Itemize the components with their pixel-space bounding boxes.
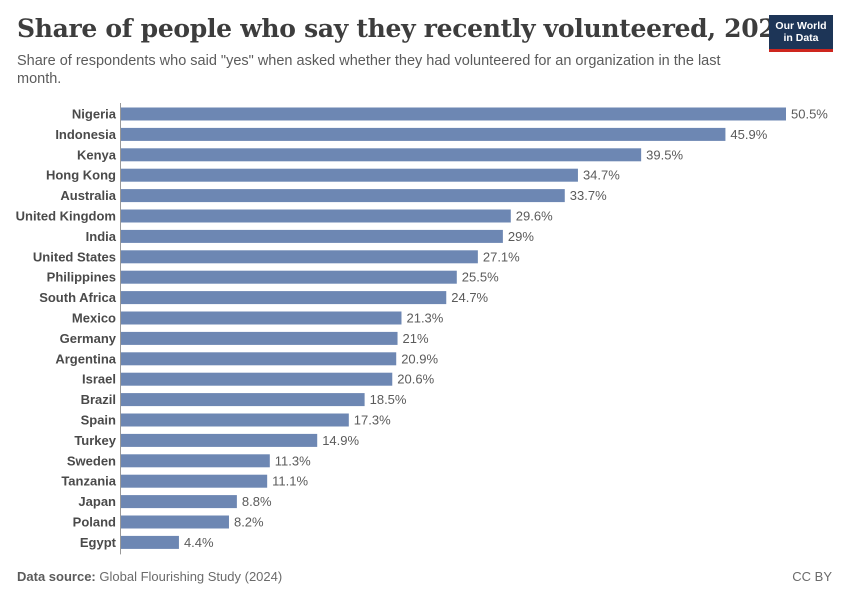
bar[interactable] [121, 433, 318, 447]
bar[interactable] [121, 352, 397, 366]
value-label: 39.5% [646, 147, 683, 162]
category-label: Japan [78, 494, 116, 509]
value-label: 8.8% [242, 494, 272, 509]
bar-chart: Nigeria 50.5% Indonesia 45.9% Kenya 39.5% Hong… [16, 103, 828, 555]
value-label: 8.2% [234, 515, 264, 530]
bar[interactable] [121, 515, 229, 529]
category-label: Spain [81, 413, 116, 428]
logo-line-2: in Data [783, 32, 819, 44]
bar[interactable] [121, 413, 349, 427]
bar[interactable] [121, 372, 393, 386]
bar[interactable] [121, 250, 478, 264]
bar[interactable] [121, 148, 642, 162]
value-label: 29.6% [516, 209, 553, 224]
category-label: Egypt [80, 535, 117, 550]
data-source-label: Data source: [17, 569, 96, 584]
value-label: 27.1% [483, 249, 520, 264]
category-label: Mexico [72, 311, 116, 326]
category-label: Tanzania [61, 474, 116, 489]
owid-logo[interactable]: Our World in Data [769, 15, 833, 52]
logo-line-1: Our World [775, 20, 827, 32]
category-label: Sweden [67, 453, 116, 468]
value-label: 20.9% [401, 351, 438, 366]
data-source-link[interactable]: Global Flourishing Study (2024) [99, 569, 283, 584]
value-label: 14.9% [322, 433, 359, 448]
bar[interactable] [121, 127, 726, 141]
bar[interactable] [121, 189, 565, 203]
bar[interactable] [121, 535, 179, 549]
category-label: Kenya [77, 147, 117, 162]
bar[interactable] [121, 454, 270, 468]
value-label: 29% [508, 229, 534, 244]
category-label: Nigeria [72, 107, 117, 122]
value-label: 25.5% [462, 270, 499, 285]
category-label: Argentina [55, 351, 116, 366]
bar[interactable] [121, 474, 268, 488]
value-label: 34.7% [583, 168, 620, 183]
category-label: Hong Kong [46, 168, 116, 183]
category-label: India [86, 229, 117, 244]
category-label: Australia [60, 188, 116, 203]
category-label: Poland [73, 515, 116, 530]
bar[interactable] [121, 229, 503, 243]
bar[interactable] [121, 331, 398, 345]
category-label: Germany [60, 331, 117, 346]
category-label: Brazil [81, 392, 116, 407]
category-label: Philippines [47, 270, 116, 285]
category-label: United Kingdom [16, 209, 116, 224]
bar[interactable] [121, 270, 457, 284]
value-label: 21% [403, 331, 429, 346]
bar[interactable] [121, 311, 402, 325]
value-label: 17.3% [354, 413, 391, 428]
bar[interactable] [121, 495, 237, 509]
bar[interactable] [121, 107, 786, 121]
value-label: 33.7% [570, 188, 607, 203]
value-label: 20.6% [397, 372, 434, 387]
value-label: 45.9% [730, 127, 767, 142]
bar[interactable] [121, 393, 365, 407]
license-link[interactable]: CC BY [792, 569, 832, 584]
value-label: 21.3% [406, 311, 443, 326]
value-label: 24.7% [451, 290, 488, 305]
chart-subtitle: Share of respondents who said "yes" when… [17, 53, 721, 87]
category-label: Indonesia [55, 127, 116, 142]
data-source: Data source: Global Flourishing Study (2… [17, 569, 282, 584]
category-label: United States [33, 249, 116, 264]
bar[interactable] [121, 209, 511, 223]
category-label: Israel [82, 372, 116, 387]
bar[interactable] [121, 168, 578, 182]
chart-title: Share of people who say they recently vo… [17, 14, 793, 43]
bar[interactable] [121, 291, 447, 305]
value-label: 4.4% [184, 535, 214, 550]
category-label: Turkey [74, 433, 116, 448]
category-label: South Africa [39, 290, 117, 305]
value-label: 18.5% [370, 392, 407, 407]
value-label: 11.3% [275, 453, 311, 468]
value-label: 50.5% [791, 107, 828, 122]
value-label: 11.1% [272, 474, 308, 489]
